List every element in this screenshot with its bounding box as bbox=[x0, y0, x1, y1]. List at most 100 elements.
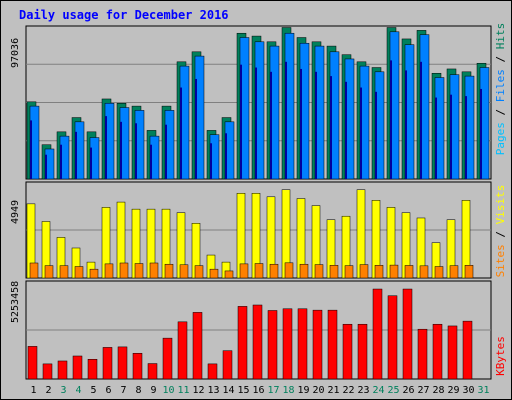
x-tick-label: 29 bbox=[447, 385, 459, 396]
kbytes-bar bbox=[402, 288, 413, 380]
legend-kbytes-item: KBytes bbox=[494, 336, 507, 376]
sites-bar bbox=[299, 263, 309, 279]
pages-bar bbox=[240, 64, 242, 179]
x-tick-label: 28 bbox=[432, 385, 444, 396]
kbytes-bar bbox=[147, 363, 158, 380]
pages-bar bbox=[285, 61, 287, 179]
x-tick-label: 15 bbox=[237, 385, 249, 396]
pages-bar bbox=[105, 116, 107, 179]
x-tick-label: 11 bbox=[177, 385, 189, 396]
sites-bar bbox=[284, 262, 294, 279]
kbytes-bar bbox=[327, 309, 338, 380]
legend-visits-separator: / bbox=[494, 224, 507, 244]
sites-bar bbox=[89, 268, 99, 279]
kbytes-ymax-label: 5253458 bbox=[10, 281, 21, 323]
x-tick-label: 24 bbox=[372, 385, 384, 396]
x-tick-label: 14 bbox=[222, 385, 234, 396]
sites-bar bbox=[44, 265, 54, 279]
hits-ymax-label: 97036 bbox=[10, 38, 21, 68]
kbytes-bar bbox=[267, 310, 278, 380]
pages-bar bbox=[270, 71, 272, 179]
kbytes-bar bbox=[87, 359, 98, 380]
sites-bar bbox=[224, 270, 234, 279]
sites-bar bbox=[269, 263, 279, 279]
legend-hits: Pages / Files / Hits bbox=[494, 23, 507, 156]
kbytes-bar bbox=[297, 308, 308, 380]
x-tick-label: 25 bbox=[387, 385, 399, 396]
x-tick-label: 26 bbox=[402, 385, 414, 396]
kbytes-bar bbox=[237, 306, 248, 380]
x-tick-label: 1 bbox=[30, 385, 36, 396]
kbytes-bar bbox=[42, 363, 53, 380]
sites-bar bbox=[239, 263, 249, 279]
kbytes-bar bbox=[207, 363, 218, 380]
pages-bar bbox=[420, 61, 422, 179]
sites-bar bbox=[194, 265, 204, 279]
sites-bar bbox=[164, 263, 174, 279]
pages-bar bbox=[390, 60, 392, 179]
sites-bar bbox=[149, 262, 159, 279]
sites-bar bbox=[389, 264, 399, 279]
sites-bar bbox=[329, 265, 339, 279]
pages-bar bbox=[180, 87, 182, 179]
x-tick-label: 18 bbox=[282, 385, 294, 396]
x-tick-label: 12 bbox=[192, 385, 204, 396]
pages-bar bbox=[195, 78, 197, 179]
pages-bar bbox=[45, 154, 47, 179]
pages-bar bbox=[30, 120, 32, 179]
kbytes-bar bbox=[372, 288, 383, 380]
sites-bar bbox=[374, 265, 384, 279]
kbytes-bar bbox=[387, 295, 398, 380]
sites-bar bbox=[74, 266, 84, 279]
sites-bar bbox=[119, 262, 129, 279]
pages-bar bbox=[345, 81, 347, 179]
kbytes-bar bbox=[72, 355, 83, 380]
x-tick-label: 3 bbox=[60, 385, 66, 396]
sites-bar bbox=[359, 264, 369, 279]
sites-bar bbox=[209, 268, 219, 279]
kbytes-bar bbox=[312, 309, 323, 380]
sites-bar bbox=[344, 265, 354, 279]
legend-hits-item: Pages bbox=[494, 122, 507, 155]
visits-ymax-label: 4949 bbox=[10, 200, 21, 224]
x-tick-label: 27 bbox=[417, 385, 429, 396]
sites-bar bbox=[449, 265, 459, 279]
kbytes-bar bbox=[342, 323, 353, 380]
x-tick-label: 9 bbox=[150, 385, 156, 396]
page-title: Daily usage for December 2016 bbox=[19, 8, 229, 22]
sites-bar bbox=[254, 263, 264, 279]
pages-bar bbox=[90, 147, 92, 179]
x-tick-label: 19 bbox=[297, 385, 309, 396]
legend-visits-item: Sites bbox=[494, 244, 507, 277]
legend-kbytes: KBytes bbox=[494, 336, 507, 376]
pages-bar bbox=[450, 94, 452, 179]
pages-bar bbox=[135, 123, 137, 179]
pages-bar bbox=[225, 133, 227, 179]
kbytes-bar bbox=[222, 350, 233, 380]
legend-hits-separator: / bbox=[494, 102, 507, 122]
kbytes-bar bbox=[132, 352, 143, 380]
pages-bar bbox=[300, 68, 302, 179]
pages-bar bbox=[465, 96, 467, 179]
pages-bar bbox=[210, 143, 212, 179]
pages-bar bbox=[165, 124, 167, 179]
legend-visits: Sites / Visits bbox=[494, 185, 507, 278]
x-tick-label: 6 bbox=[105, 385, 111, 396]
kbytes-bar bbox=[102, 347, 113, 380]
pages-bar bbox=[375, 91, 377, 179]
kbytes-bar bbox=[462, 320, 473, 380]
x-tick-label: 17 bbox=[267, 385, 279, 396]
x-tick-label: 23 bbox=[357, 385, 369, 396]
x-tick-label: 5 bbox=[90, 385, 96, 396]
x-tick-label: 16 bbox=[252, 385, 264, 396]
kbytes-bar bbox=[57, 360, 68, 380]
pages-bar bbox=[435, 97, 437, 179]
kbytes-bar bbox=[162, 337, 173, 380]
x-tick-label: 13 bbox=[207, 385, 219, 396]
pages-bar bbox=[480, 88, 482, 179]
x-tick-label: 10 bbox=[162, 385, 174, 396]
x-tick-label: 8 bbox=[135, 385, 141, 396]
kbytes-bar bbox=[27, 346, 38, 380]
sites-bar bbox=[434, 266, 444, 279]
